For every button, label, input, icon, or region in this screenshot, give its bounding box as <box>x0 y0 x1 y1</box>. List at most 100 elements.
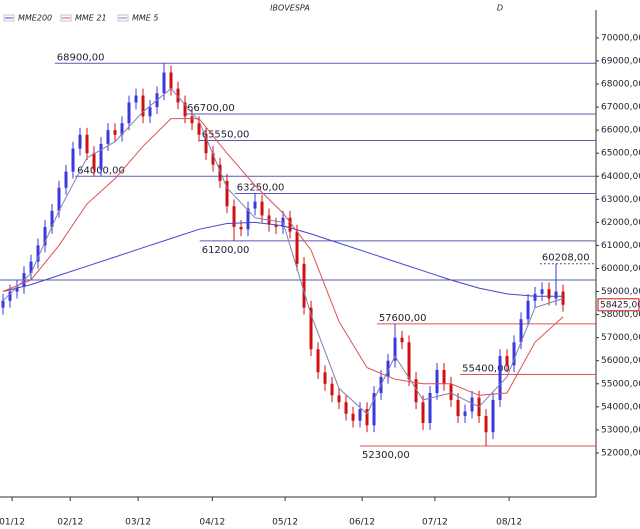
x-tick-label: 08/12 <box>496 518 522 528</box>
ma-line <box>2 118 564 396</box>
candle-body <box>505 356 509 366</box>
candle-body <box>386 360 390 377</box>
level-label: 66700,00 <box>187 103 235 114</box>
candle-body <box>120 123 124 135</box>
level-label: 68900,00 <box>57 52 105 63</box>
y-tick-label: 65000,00 <box>601 149 640 159</box>
candle-body <box>309 307 313 350</box>
y-tick-label: 64000,00 <box>601 172 640 182</box>
candle-body <box>547 289 551 299</box>
y-tick-label: 66000,00 <box>601 126 640 136</box>
y-tick-label: 58000,00 <box>601 310 640 320</box>
y-tick-label: 53000,00 <box>601 425 640 435</box>
level-label: 55400,00 <box>462 364 510 375</box>
candle-body <box>99 143 103 170</box>
ma-line <box>2 87 564 415</box>
candle-body <box>1 300 5 308</box>
candle-body <box>183 102 187 117</box>
candle-body <box>225 180 229 207</box>
candle-body <box>8 291 12 301</box>
candle-body <box>295 231 299 264</box>
candle-body <box>246 208 250 230</box>
y-tick-label: 57000,00 <box>601 333 640 343</box>
candle-body <box>554 291 558 299</box>
candle-body <box>106 130 110 144</box>
y-tick-label: 60000,00 <box>601 264 640 274</box>
level-label: 52300,00 <box>362 450 410 461</box>
chart-subtitle: D <box>497 4 503 13</box>
candle-body <box>302 263 306 308</box>
candle-body <box>15 286 19 292</box>
candle-body <box>519 319 523 343</box>
candle-body <box>190 116 194 124</box>
y-tick-label: 63000,00 <box>601 195 640 205</box>
level-label: 60208,00 <box>542 253 590 264</box>
legend-label: MME200 <box>18 14 52 23</box>
candle-body <box>148 107 152 117</box>
y-tick-label: 69000,00 <box>601 56 640 66</box>
candle-body <box>260 201 264 216</box>
x-tick-label: 07/12 <box>422 518 448 528</box>
last-price-box <box>597 298 640 312</box>
y-tick-label: 61000,00 <box>601 241 640 251</box>
candle-body <box>29 261 33 274</box>
candle-body <box>113 130 117 135</box>
candle-body <box>288 217 292 232</box>
candle-body <box>463 411 467 417</box>
legend-label: MME 21 <box>75 14 107 23</box>
candle-body <box>197 123 201 135</box>
candle-body <box>365 409 369 426</box>
candle-body <box>204 134 208 154</box>
y-tick-label: 59000,00 <box>601 287 640 297</box>
x-tick-label: 01/12 <box>0 518 25 528</box>
level-label: 63250,00 <box>237 183 285 194</box>
candle-body <box>274 224 278 227</box>
candle-body <box>162 72 166 94</box>
last-price-label: 58425,00 <box>600 300 640 310</box>
candle-body <box>85 134 89 154</box>
x-tick-label: 03/12 <box>125 518 151 528</box>
candle-body <box>351 413 355 421</box>
y-tick-label: 62000,00 <box>601 218 640 228</box>
y-tick-label: 54000,00 <box>601 402 640 412</box>
candle-body <box>176 88 180 103</box>
candle-body <box>232 206 236 227</box>
candle-body <box>561 291 565 305</box>
candle-body <box>323 372 327 384</box>
candle-body <box>218 164 222 181</box>
candle-body <box>414 379 418 403</box>
candle-body <box>43 226 47 246</box>
y-tick-label: 52000,00 <box>601 448 640 458</box>
candle-body <box>64 171 68 188</box>
candle-body <box>316 349 320 373</box>
candle-body <box>470 397 474 412</box>
candle-body <box>540 289 544 294</box>
candle-body <box>127 102 131 124</box>
candle-body <box>239 226 243 230</box>
candle-body <box>78 134 82 149</box>
y-tick-label: 55000,00 <box>601 379 640 389</box>
candle-body <box>421 402 425 423</box>
y-tick-label: 67000,00 <box>601 103 640 113</box>
candle-body <box>71 148 75 172</box>
candle-body <box>57 187 61 211</box>
x-tick-label: 04/12 <box>199 518 225 528</box>
candle-body <box>141 95 145 117</box>
candle-body <box>393 337 397 361</box>
candle-body <box>428 393 432 423</box>
candle-body <box>36 245 40 262</box>
candle-body <box>456 399 460 417</box>
candle-body <box>435 369 439 394</box>
y-tick-label: 68000,00 <box>601 80 640 90</box>
candle-body <box>512 342 516 366</box>
x-tick-label: 02/12 <box>57 518 83 528</box>
candle-body <box>400 337 404 343</box>
x-tick-label: 06/12 <box>349 518 375 528</box>
chart-title: IBOVESPA <box>270 4 310 13</box>
level-label: 57600,00 <box>379 313 427 324</box>
candle-body <box>92 153 96 170</box>
candle-body <box>372 393 376 426</box>
